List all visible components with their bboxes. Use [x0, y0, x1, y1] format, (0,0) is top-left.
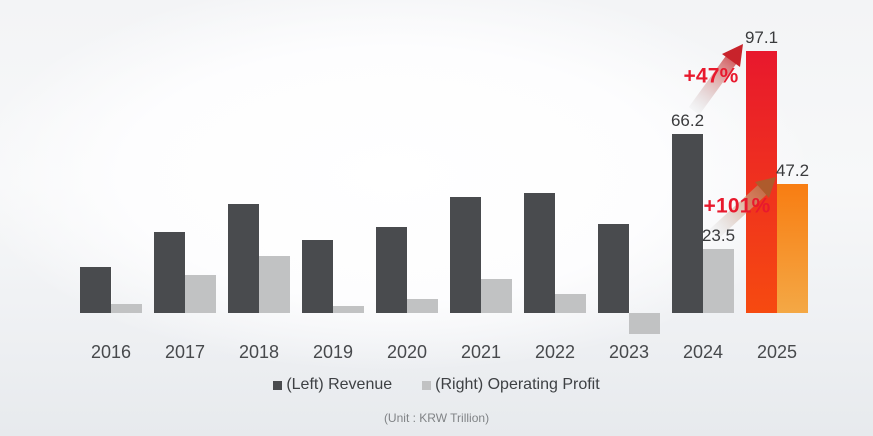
- revenue-bar-2020: [376, 226, 407, 313]
- legend-label-revenue: (Left) Revenue: [286, 376, 393, 393]
- profit-bar-2024: [703, 248, 734, 313]
- x-axis-label-2019: 2019: [312, 342, 354, 362]
- x-axis-label-2023: 2023: [608, 342, 650, 362]
- revenue-bar-2023: [598, 224, 629, 313]
- legend-label-profit: (Right) Operating Profit: [435, 376, 600, 393]
- profit-bar-2023: [629, 313, 660, 335]
- profit-bar-2020: [407, 299, 438, 313]
- profit-bar-2018: [259, 256, 290, 313]
- revenue-bar-2018: [228, 203, 259, 313]
- x-axis-label-2021: 2021: [460, 342, 502, 362]
- x-axis-label-2025: 2025: [756, 342, 798, 362]
- legend-swatch-revenue: [273, 380, 283, 390]
- revenue-value-label-2025: 97.1: [744, 27, 779, 47]
- unit-note: (Unit : KRW Trillion): [383, 411, 490, 425]
- legend: (Left) Revenue (Right) Operating Profit: [0, 376, 873, 394]
- profit-bar-2017: [185, 275, 216, 313]
- profit-bar-2025: [777, 183, 808, 313]
- x-axis-label-2022: 2022: [534, 342, 576, 362]
- growth-annotation-profit: +101%: [703, 194, 771, 218]
- legend-swatch-profit: [422, 380, 432, 390]
- revenue-bar-2019: [302, 240, 333, 313]
- x-axis-label-2016: 2016: [90, 342, 132, 362]
- x-axis-label-2018: 2018: [238, 342, 280, 362]
- profit-bar-2021: [481, 279, 512, 313]
- profit-value-label-2024: 23.5: [701, 225, 736, 245]
- revenue-bar-2025: [746, 50, 777, 313]
- legend-item-profit: (Right) Operating Profit: [422, 376, 600, 394]
- x-axis-label-2024: 2024: [682, 342, 724, 362]
- growth-annotation-revenue: +47%: [683, 64, 739, 88]
- revenue-value-label-2024: 66.2: [670, 111, 705, 131]
- x-axis-label-2020: 2020: [386, 342, 428, 362]
- revenue-bar-2021: [450, 196, 481, 313]
- x-axis-label-2017: 2017: [164, 342, 206, 362]
- profit-bar-2019: [333, 305, 364, 313]
- legend-item-revenue: (Left) Revenue: [273, 376, 392, 394]
- revenue-bar-2017: [154, 231, 185, 313]
- revenue-bar-2024: [672, 134, 703, 313]
- profit-value-label-2025: 47.2: [775, 160, 810, 180]
- profit-bar-2022: [555, 294, 586, 313]
- revenue-bar-2016: [80, 266, 111, 313]
- revenue-bar-2022: [524, 192, 555, 313]
- profit-bar-2016: [111, 303, 142, 313]
